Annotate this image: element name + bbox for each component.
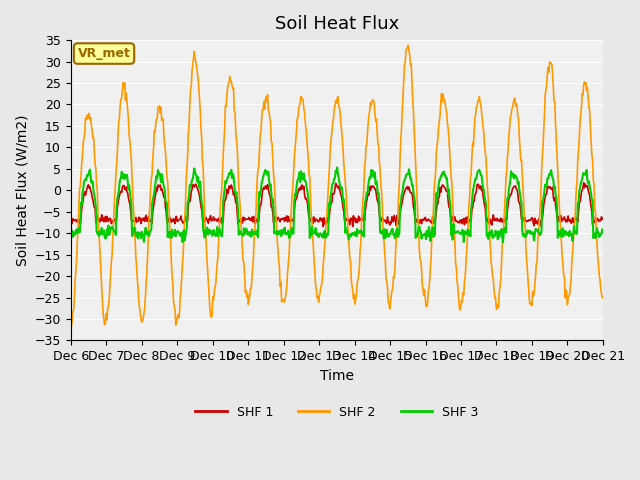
SHF 1 (580, 180, 588, 186)
SHF 3 (418, 236, 426, 241)
Line: SHF 2: SHF 2 (70, 45, 603, 327)
SHF 2 (599, 295, 607, 300)
SHF 1 (131, 218, 139, 224)
SHF 2 (402, 47, 410, 52)
SHF 3 (402, 173, 410, 179)
SHF 1 (76, 221, 84, 227)
SHF 1 (349, 224, 356, 229)
SHF 3 (76, 222, 84, 228)
Text: VR_met: VR_met (77, 47, 131, 60)
SHF 3 (333, 165, 341, 170)
SHF 3 (131, 226, 139, 231)
SHF 3 (499, 240, 507, 245)
Line: SHF 1: SHF 1 (70, 183, 603, 227)
SHF 3 (599, 228, 607, 234)
SHF 2 (77, 173, 85, 179)
SHF 1 (418, 221, 426, 227)
Line: SHF 3: SHF 3 (70, 168, 603, 242)
SHF 3 (67, 228, 74, 234)
SHF 1 (599, 216, 607, 222)
Title: Soil Heat Flux: Soil Heat Flux (275, 15, 399, 33)
SHF 3 (213, 224, 221, 230)
SHF 2 (67, 323, 74, 329)
Y-axis label: Soil Heat Flux (W/m2): Soil Heat Flux (W/m2) (15, 115, 29, 266)
SHF 1 (213, 218, 221, 224)
Legend: SHF 1, SHF 2, SHF 3: SHF 1, SHF 2, SHF 3 (190, 401, 483, 424)
SHF 1 (185, 196, 193, 202)
SHF 2 (419, 282, 426, 288)
X-axis label: Time: Time (320, 369, 354, 383)
SHF 1 (402, 185, 410, 191)
SHF 3 (185, 192, 193, 197)
SHF 2 (68, 324, 76, 330)
SHF 2 (214, 253, 222, 259)
SHF 2 (404, 42, 412, 48)
SHF 1 (67, 217, 74, 223)
SHF 2 (186, 101, 194, 107)
SHF 2 (132, 253, 140, 259)
